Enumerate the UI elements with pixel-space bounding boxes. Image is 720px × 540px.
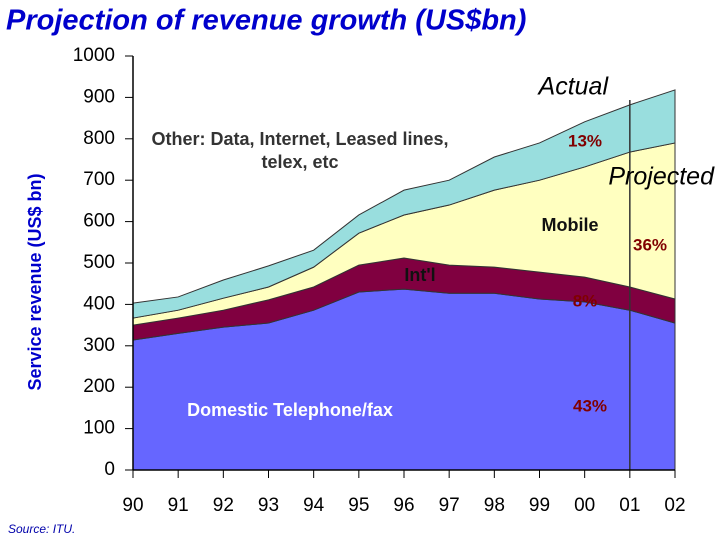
series-label: Mobile	[541, 215, 599, 235]
x-tick-label: 93	[258, 495, 279, 516]
y-axis-label: Service revenue (US$ bn)	[25, 173, 45, 390]
annotation: Projected	[608, 163, 715, 191]
series-label: Int'l	[404, 265, 436, 285]
x-tick-label: 94	[303, 495, 325, 516]
y-tick-label: 600	[83, 211, 115, 232]
y-tick-label: 700	[83, 169, 115, 190]
x-tick-label: 96	[393, 495, 414, 516]
x-tick-label: 01	[619, 495, 640, 516]
x-tick-label: 90	[122, 495, 143, 516]
y-tick-label: 200	[83, 376, 115, 397]
x-tick-label: 92	[213, 495, 234, 516]
area	[132, 89, 676, 319]
annotation: 13%	[568, 131, 602, 150]
source: Source: ITU.	[8, 522, 75, 536]
y-tick-label: 900	[83, 86, 115, 107]
y-tick-label: 800	[83, 128, 115, 149]
y-tick-label: 300	[83, 335, 115, 356]
annotation: Actual	[537, 73, 610, 101]
x-tick-label: 91	[168, 495, 189, 516]
y-tick-label: 1000	[73, 45, 115, 66]
x-tick-label: 97	[439, 495, 460, 516]
y-tick-label: 0	[104, 459, 115, 480]
y-tick-label: 500	[83, 252, 115, 273]
chart-title: Projection of revenue growth (US$bn)	[6, 5, 526, 37]
y-tick-label: 400	[83, 293, 115, 314]
x-tick-label: 02	[664, 495, 685, 516]
x-tick-label: 99	[529, 495, 550, 516]
x-tick-label: 95	[348, 495, 369, 516]
series-label: Domestic Telephone/fax	[187, 400, 393, 420]
x-tick-label: 98	[484, 495, 505, 516]
x-tick-label: 00	[574, 495, 595, 516]
series-label: Other: Data, Internet, Leased lines, tel…	[151, 129, 449, 173]
annotation: 43%	[573, 396, 607, 415]
y-tick-label: 100	[83, 418, 115, 439]
annotation: 36%	[633, 235, 667, 254]
annotation: 8%	[573, 291, 598, 310]
